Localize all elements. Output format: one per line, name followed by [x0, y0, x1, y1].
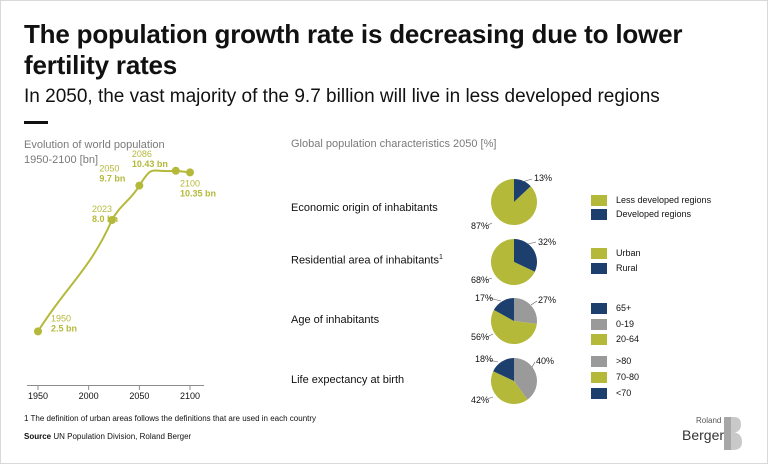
- row-label-residential-area: Residential area of inhabitants1: [291, 254, 443, 267]
- data-label-value-2086: 10.43 bn: [132, 159, 168, 169]
- legend-swatch: [591, 209, 607, 220]
- source-text: UN Population Division, Roland Berger: [53, 432, 192, 441]
- legend-swatch: [591, 356, 607, 367]
- data-label-year-2023: 2023: [92, 204, 112, 214]
- data-label-value-1950: 2.5 bn: [51, 323, 77, 333]
- logo-big-text: Berger: [682, 427, 725, 443]
- pie-slice-row1-0: [514, 239, 537, 272]
- pie-leader-row2-0: [530, 300, 538, 306]
- pie-leader-row1-1: [485, 277, 493, 281]
- source-label: Source: [24, 432, 52, 441]
- pie-leader-row2-1: [486, 333, 494, 338]
- population-line: [37, 169, 191, 332]
- legend-label: Urban: [616, 248, 641, 258]
- page-title: The population growth rate is decreasing…: [24, 19, 683, 80]
- data-label-year-1950: 1950: [51, 313, 71, 323]
- pie-slice-row3-0: [514, 358, 538, 400]
- logo-b-icon: [724, 417, 742, 450]
- footnote-marker: 1: [438, 254, 443, 261]
- pie-leader-row3-0: [531, 361, 536, 368]
- row-label-economic-origin: Economic origin of inhabitants: [291, 202, 438, 214]
- legend-swatch: [591, 263, 607, 274]
- row-label-age: Age of inhabitants: [291, 314, 380, 326]
- legend-swatch: [591, 319, 607, 330]
- legend-label: 65+: [616, 303, 632, 313]
- data-point-2050: [135, 181, 144, 190]
- data-label-value-2023: 8.0 bn: [92, 214, 118, 224]
- line-chart-title-line-1: Evolution of world population: [24, 139, 165, 151]
- pie-label-row3-1: 42%: [471, 395, 489, 405]
- x-tick-label-2: 2050: [129, 391, 149, 401]
- pie-slice-row0-0: [514, 179, 531, 202]
- legend-swatch: [591, 372, 607, 383]
- pie-slice-row3-2: [493, 358, 514, 381]
- line-chart-title-line-2: 1950-2100 [bn]: [24, 154, 99, 166]
- pie-section-title: Global population characteristics 2050 […: [291, 138, 497, 150]
- page-subtitle: In 2050, the vast majority of the 9.7 bi…: [24, 86, 660, 107]
- legend-label: >80: [616, 356, 632, 366]
- pie-leader-row0-0: [521, 178, 533, 183]
- title-rule: [24, 121, 48, 124]
- legend-swatch: [591, 334, 607, 345]
- source-line: Source UN Population Division, Roland Be…: [24, 432, 191, 441]
- data-point-2023: [107, 216, 116, 224]
- pie-label-row0-1: 87%: [471, 221, 489, 231]
- pie-label-row1-1: 68%: [471, 275, 489, 285]
- legend-label: Developed regions: [616, 209, 692, 219]
- pie-slice-row3-1: [490, 371, 528, 404]
- pie-label-row2-1: 56%: [471, 332, 489, 342]
- pie-label-row2-2: 17%: [475, 293, 493, 303]
- pie-leader-row3-1: [486, 396, 494, 400]
- pie-label-row3-0: 40%: [536, 356, 554, 366]
- row-label-life-expectancy: Life expectancy at birth: [291, 374, 405, 386]
- line-chart-title: Evolution of world population 1950-2100 …: [24, 138, 165, 168]
- data-point-1950: [34, 327, 42, 336]
- x-tick-label-1: 2000: [79, 391, 99, 401]
- legend-swatch: [591, 388, 607, 399]
- pie-leader-row2-2: [488, 297, 502, 302]
- pie-slice-row0-1: [490, 179, 537, 226]
- data-label-value-2100: 10.35 bn: [180, 188, 216, 198]
- data-point-2086: [171, 166, 180, 175]
- pie-label-row1-0: 32%: [538, 237, 556, 247]
- pie-leader-row0-1: [485, 222, 493, 227]
- legend-label: Rural: [616, 263, 638, 273]
- pie-leader-row1-0: [527, 241, 537, 245]
- pie-slice-row2-1: [491, 309, 537, 344]
- pie-label-row3-2: 18%: [475, 354, 493, 364]
- data-label-year-2100: 2100: [180, 178, 200, 188]
- legend-label: 0-19: [616, 319, 635, 329]
- data-label-year-2086: 2086: [132, 149, 152, 159]
- legend-label: Less developed regions: [616, 195, 712, 205]
- pie-slice-row1-1: [491, 239, 535, 285]
- roland-berger-logo: Roland Berger: [682, 413, 746, 453]
- logo-small-text: Roland: [696, 416, 722, 425]
- data-point-2100: [186, 168, 194, 177]
- pie-slice-row2-0: [514, 298, 537, 324]
- legend-label: 20-64: [616, 334, 640, 344]
- data-label-year-2050: 2050: [99, 164, 119, 174]
- data-label-value-2050: 9.7 bn: [99, 174, 125, 184]
- legend-swatch: [591, 195, 607, 206]
- x-tick-label-3: 2100: [180, 391, 200, 401]
- legend-swatch: [591, 248, 607, 259]
- legend-label: <70: [616, 388, 632, 398]
- pie-slice-row2-2: [493, 298, 514, 321]
- pie-label-row2-0: 27%: [538, 295, 556, 305]
- x-tick-label-0: 1950: [28, 391, 48, 401]
- pie-label-row0-0: 13%: [534, 173, 552, 183]
- legend-label: 70-80: [616, 372, 640, 382]
- legend-swatch: [591, 303, 607, 314]
- pie-leader-row3-2: [488, 359, 499, 363]
- footnote: 1 The definition of urban areas follows …: [24, 414, 317, 423]
